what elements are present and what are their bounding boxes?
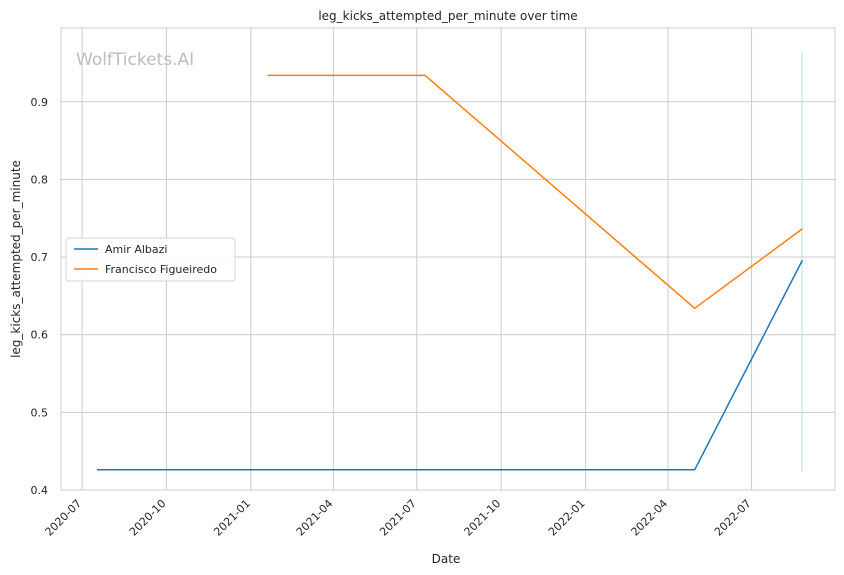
y-tick-label: 0.9 — [31, 96, 49, 109]
chart-title: leg_kicks_attempted_per_minute over time — [318, 9, 577, 23]
y-tick-label: 0.5 — [31, 406, 49, 419]
x-tick-label: 2022-07 — [712, 497, 754, 539]
y-tick-label: 0.6 — [31, 329, 49, 342]
y-tick-label: 0.7 — [31, 251, 49, 264]
y-axis-title: leg_kicks_attempted_per_minute — [9, 160, 23, 358]
x-tick-label: 2020-07 — [43, 497, 85, 539]
legend-box — [65, 237, 236, 282]
x-axis-title: Date — [432, 552, 461, 566]
y-tick-labels: 0.4 0.5 0.6 0.7 0.8 0.9 — [31, 96, 49, 497]
series-lines — [96, 74, 804, 471]
legend-items: Amir Albazi Francisco Figueiredo — [74, 243, 217, 276]
y-tick-label: 0.4 — [31, 484, 49, 497]
watermark: WolfTickets.AI — [76, 50, 194, 70]
x-tick-label: 2021-07 — [377, 497, 419, 539]
y-tick-label: 0.8 — [31, 173, 49, 186]
series-line-1 — [267, 74, 804, 310]
legend: Amir Albazi Francisco Figueiredo — [65, 237, 236, 282]
x-tick-label: 2021-01 — [211, 497, 253, 539]
plot-frame — [60, 27, 836, 491]
x-tick-label: 2021-10 — [462, 497, 504, 539]
x-tick-label: 2021-04 — [294, 497, 336, 539]
x-tick-labels: 2020-07 2020-10 2021-01 2021-04 2021-07 2021-… — [43, 497, 754, 539]
x-tick-label: 2022-04 — [629, 497, 671, 539]
x-tick-label: 2022-01 — [546, 497, 588, 539]
legend-label: Amir Albazi — [105, 243, 167, 256]
x-tick-label: 2020-10 — [127, 497, 169, 539]
legend-label: Francisco Figueiredo — [105, 263, 217, 276]
series-line-0 — [96, 259, 804, 471]
